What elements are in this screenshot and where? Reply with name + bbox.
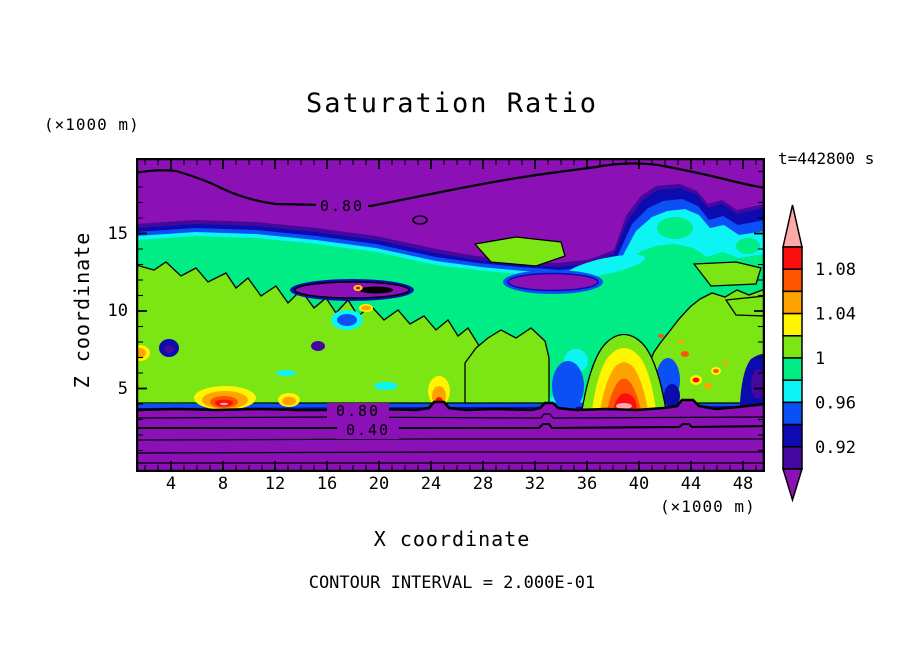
x-tick-label: 28 (463, 474, 503, 494)
time-label: t=442800 s (778, 149, 874, 168)
svg-text:1: 1 (815, 349, 825, 369)
x-tick-label: 4 (151, 474, 191, 494)
y-tick-label: 10 (90, 301, 128, 321)
x-tick-label: 8 (203, 474, 243, 494)
x-tick-label: 36 (567, 474, 607, 494)
svg-text:0.96: 0.96 (815, 393, 856, 413)
plot-canvas: Saturation Ratio (×1000 m) t=442800 s Z … (0, 0, 904, 654)
contour-label-040-bottom: 0.40 (337, 422, 399, 439)
contour-label-080-bottom: 0.80 (327, 403, 389, 420)
x-tick-label: 32 (515, 474, 555, 494)
contour-field (136, 158, 765, 472)
svg-text:0.92: 0.92 (815, 438, 856, 458)
x-tick-label: 44 (671, 474, 711, 494)
svg-text:1.04: 1.04 (815, 305, 856, 325)
y-axis-units-label: (×1000 m) (44, 115, 140, 134)
colorbar: 1.08 1.04 1 0.96 0.92 (773, 198, 868, 508)
y-tick-label: 5 (90, 379, 128, 399)
y-tick-label: 15 (90, 224, 128, 244)
x-tick-label: 24 (411, 474, 451, 494)
x-tick-label: 48 (723, 474, 763, 494)
x-tick-label: 16 (307, 474, 347, 494)
x-axis-units-label: (×1000 m) (660, 497, 756, 516)
contour-interval-label: CONTOUR INTERVAL = 2.000E-01 (0, 573, 904, 593)
x-tick-label: 20 (359, 474, 399, 494)
contour-label-080-top: 0.80 (316, 198, 368, 214)
svg-text:1.08: 1.08 (815, 260, 856, 280)
x-tick-label: 12 (255, 474, 295, 494)
x-axis-title: X coordinate (0, 527, 904, 551)
x-tick-label: 40 (619, 474, 659, 494)
